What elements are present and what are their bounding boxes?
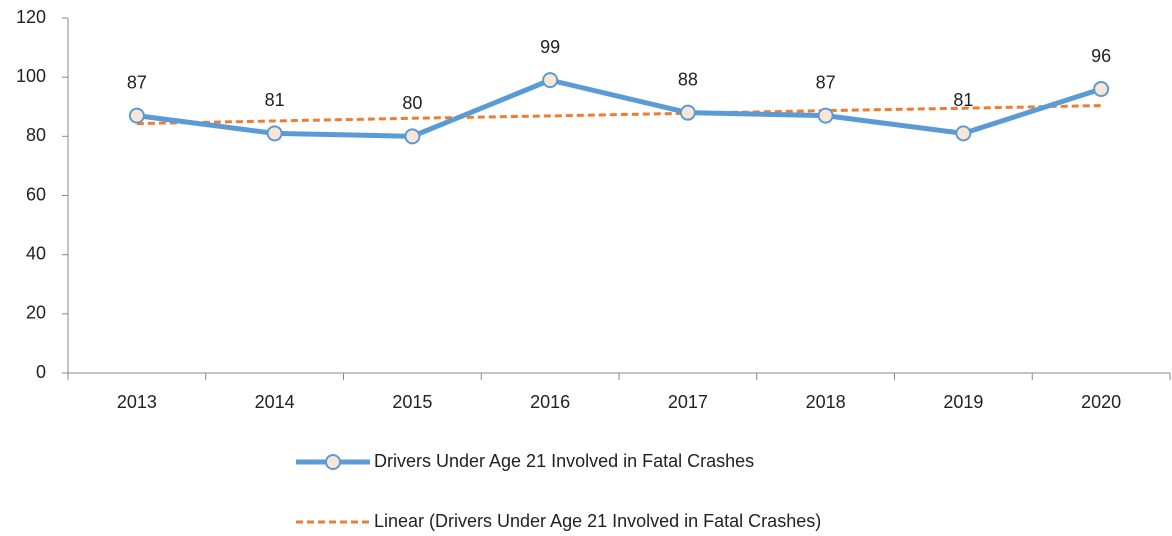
series-line — [136, 77, 1102, 139]
y-tick-label: 0 — [36, 362, 46, 382]
x-tick-label: 2015 — [392, 392, 432, 412]
data-label: 99 — [540, 37, 560, 57]
marker — [128, 107, 145, 124]
y-tick-label: 100 — [16, 66, 46, 86]
x-tick-label: 2013 — [117, 392, 157, 412]
data-label: 88 — [678, 69, 698, 89]
x-tick-label: 2016 — [530, 392, 570, 412]
x-tick-label: 2020 — [1081, 392, 1121, 412]
x-tick-label: 2017 — [668, 392, 708, 412]
marker — [266, 125, 283, 142]
x-tick-label: 2014 — [255, 392, 295, 412]
data-label: 87 — [816, 72, 836, 92]
y-tick-label: 80 — [26, 125, 46, 145]
y-tick-label: 20 — [26, 303, 46, 323]
data-label: 80 — [402, 93, 422, 113]
x-tick-label: 2019 — [943, 392, 983, 412]
data-label: 87 — [127, 72, 147, 92]
marker — [679, 104, 696, 121]
y-tick-label: 120 — [16, 7, 46, 27]
legend-label: Linear (Drivers Under Age 21 Involved in… — [374, 511, 821, 531]
marker — [955, 125, 972, 142]
marker — [817, 107, 834, 124]
x-tick-label: 2018 — [806, 392, 846, 412]
marker — [542, 72, 559, 89]
legend-label: Drivers Under Age 21 Involved in Fatal C… — [374, 451, 754, 471]
legend-marker — [325, 454, 341, 470]
y-tick-label: 60 — [26, 184, 46, 204]
data-label: 96 — [1091, 46, 1111, 66]
data-label: 81 — [953, 90, 973, 110]
y-tick-label: 40 — [26, 243, 46, 263]
marker — [1093, 81, 1110, 97]
data-label: 81 — [265, 90, 285, 110]
trend-line — [136, 104, 1102, 126]
marker — [404, 128, 421, 145]
